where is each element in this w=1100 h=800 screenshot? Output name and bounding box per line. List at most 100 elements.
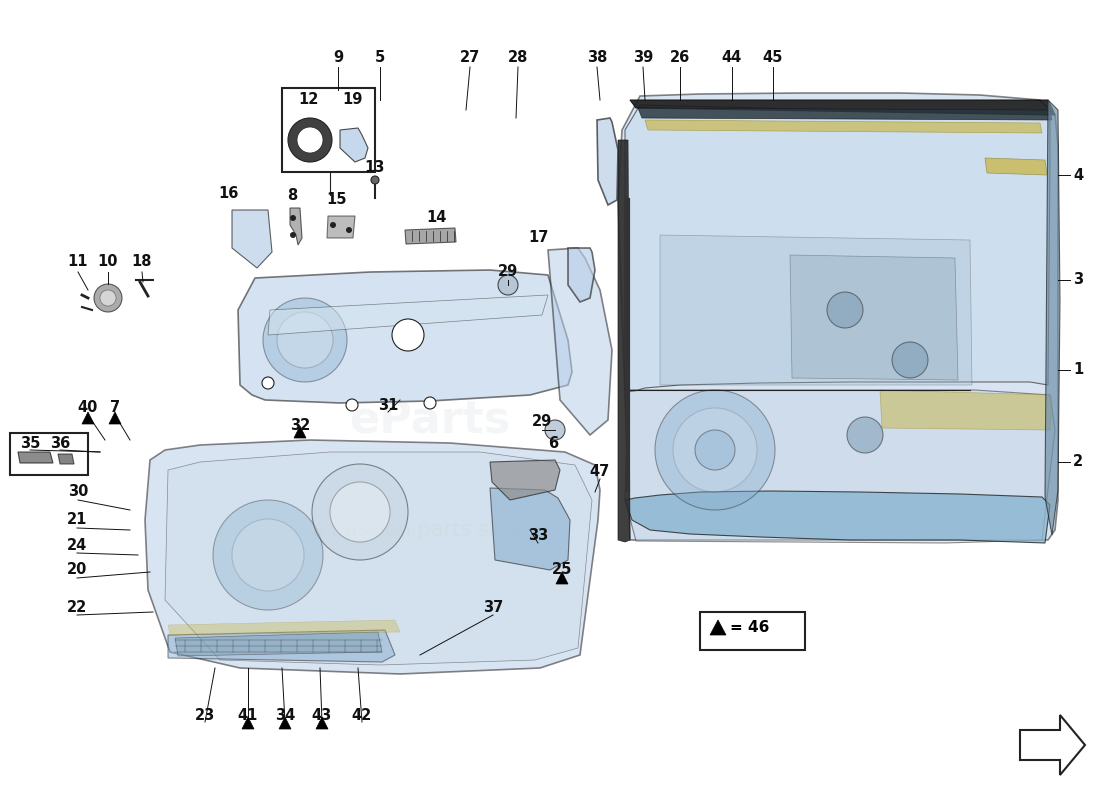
Polygon shape bbox=[625, 105, 1050, 390]
Text: 44: 44 bbox=[722, 50, 742, 66]
Circle shape bbox=[288, 118, 332, 162]
Text: = 46: = 46 bbox=[730, 619, 769, 634]
Circle shape bbox=[330, 482, 390, 542]
Text: 43: 43 bbox=[312, 707, 332, 722]
Circle shape bbox=[392, 319, 424, 351]
Text: 47: 47 bbox=[590, 465, 610, 479]
Text: 9: 9 bbox=[333, 50, 343, 66]
Text: 25: 25 bbox=[552, 562, 572, 578]
Text: 27: 27 bbox=[460, 50, 480, 66]
Text: 35: 35 bbox=[20, 435, 41, 450]
Text: 13: 13 bbox=[365, 161, 385, 175]
FancyBboxPatch shape bbox=[10, 433, 88, 475]
Text: 12: 12 bbox=[298, 93, 318, 107]
Text: 21: 21 bbox=[67, 513, 87, 527]
Circle shape bbox=[827, 292, 864, 328]
Polygon shape bbox=[625, 390, 1055, 543]
Text: 30: 30 bbox=[68, 485, 88, 499]
Polygon shape bbox=[316, 717, 328, 729]
Text: 39: 39 bbox=[632, 50, 653, 66]
Text: 16: 16 bbox=[218, 186, 239, 201]
Text: 22: 22 bbox=[67, 601, 87, 615]
Circle shape bbox=[312, 464, 408, 560]
Polygon shape bbox=[660, 235, 972, 385]
Text: 42: 42 bbox=[352, 707, 372, 722]
Text: 19: 19 bbox=[342, 93, 362, 107]
Text: 24: 24 bbox=[67, 538, 87, 553]
Polygon shape bbox=[984, 158, 1047, 175]
Text: 41: 41 bbox=[238, 707, 258, 722]
Circle shape bbox=[371, 176, 380, 184]
Circle shape bbox=[213, 500, 323, 610]
Polygon shape bbox=[242, 717, 254, 729]
Circle shape bbox=[847, 417, 883, 453]
Circle shape bbox=[346, 227, 352, 233]
Polygon shape bbox=[490, 488, 570, 570]
Polygon shape bbox=[618, 93, 1058, 540]
Polygon shape bbox=[58, 454, 74, 464]
Polygon shape bbox=[232, 210, 272, 268]
Text: 2: 2 bbox=[1072, 454, 1084, 470]
Circle shape bbox=[297, 127, 323, 153]
Circle shape bbox=[498, 275, 518, 295]
Text: 31: 31 bbox=[377, 398, 398, 413]
Polygon shape bbox=[880, 390, 1052, 430]
Polygon shape bbox=[405, 228, 456, 244]
Polygon shape bbox=[1020, 715, 1085, 775]
Polygon shape bbox=[1045, 100, 1060, 535]
Polygon shape bbox=[279, 717, 292, 729]
Polygon shape bbox=[597, 118, 618, 205]
Polygon shape bbox=[568, 248, 595, 302]
Polygon shape bbox=[625, 491, 1050, 543]
Circle shape bbox=[892, 342, 928, 378]
Polygon shape bbox=[790, 255, 958, 380]
FancyBboxPatch shape bbox=[700, 612, 805, 650]
Text: 17: 17 bbox=[528, 230, 548, 246]
Text: 7: 7 bbox=[110, 401, 120, 415]
Polygon shape bbox=[294, 426, 306, 438]
Text: 5: 5 bbox=[375, 50, 385, 66]
Text: 34: 34 bbox=[275, 707, 295, 722]
Polygon shape bbox=[168, 620, 400, 635]
Polygon shape bbox=[18, 452, 53, 463]
Circle shape bbox=[346, 399, 358, 411]
Polygon shape bbox=[645, 120, 1042, 133]
Text: 3: 3 bbox=[1072, 273, 1084, 287]
Text: 11: 11 bbox=[68, 254, 88, 270]
Circle shape bbox=[673, 408, 757, 492]
Polygon shape bbox=[82, 412, 94, 424]
Polygon shape bbox=[710, 620, 726, 635]
Text: 32: 32 bbox=[290, 418, 310, 433]
Circle shape bbox=[277, 312, 333, 368]
Circle shape bbox=[654, 390, 776, 510]
Circle shape bbox=[424, 397, 436, 409]
Text: 26: 26 bbox=[670, 50, 690, 66]
Circle shape bbox=[94, 284, 122, 312]
Text: 4: 4 bbox=[1072, 167, 1084, 182]
Text: 15: 15 bbox=[327, 193, 348, 207]
Circle shape bbox=[544, 420, 565, 440]
Polygon shape bbox=[145, 440, 600, 674]
Polygon shape bbox=[548, 248, 612, 435]
Text: 10: 10 bbox=[98, 254, 119, 270]
Circle shape bbox=[290, 232, 296, 238]
Circle shape bbox=[100, 290, 116, 306]
Text: 1: 1 bbox=[1072, 362, 1084, 378]
Polygon shape bbox=[340, 128, 368, 162]
Polygon shape bbox=[490, 460, 560, 500]
Circle shape bbox=[290, 215, 296, 221]
Polygon shape bbox=[638, 108, 1052, 120]
Text: 18: 18 bbox=[132, 254, 152, 270]
Text: 20: 20 bbox=[67, 562, 87, 578]
Polygon shape bbox=[109, 412, 121, 424]
Circle shape bbox=[262, 377, 274, 389]
Polygon shape bbox=[618, 140, 630, 542]
Text: 37: 37 bbox=[483, 601, 503, 615]
Text: 45: 45 bbox=[762, 50, 783, 66]
Polygon shape bbox=[290, 208, 303, 245]
Polygon shape bbox=[556, 572, 568, 584]
FancyBboxPatch shape bbox=[282, 88, 375, 172]
Polygon shape bbox=[630, 100, 1055, 115]
Text: 14: 14 bbox=[427, 210, 448, 226]
Text: 33: 33 bbox=[528, 527, 548, 542]
